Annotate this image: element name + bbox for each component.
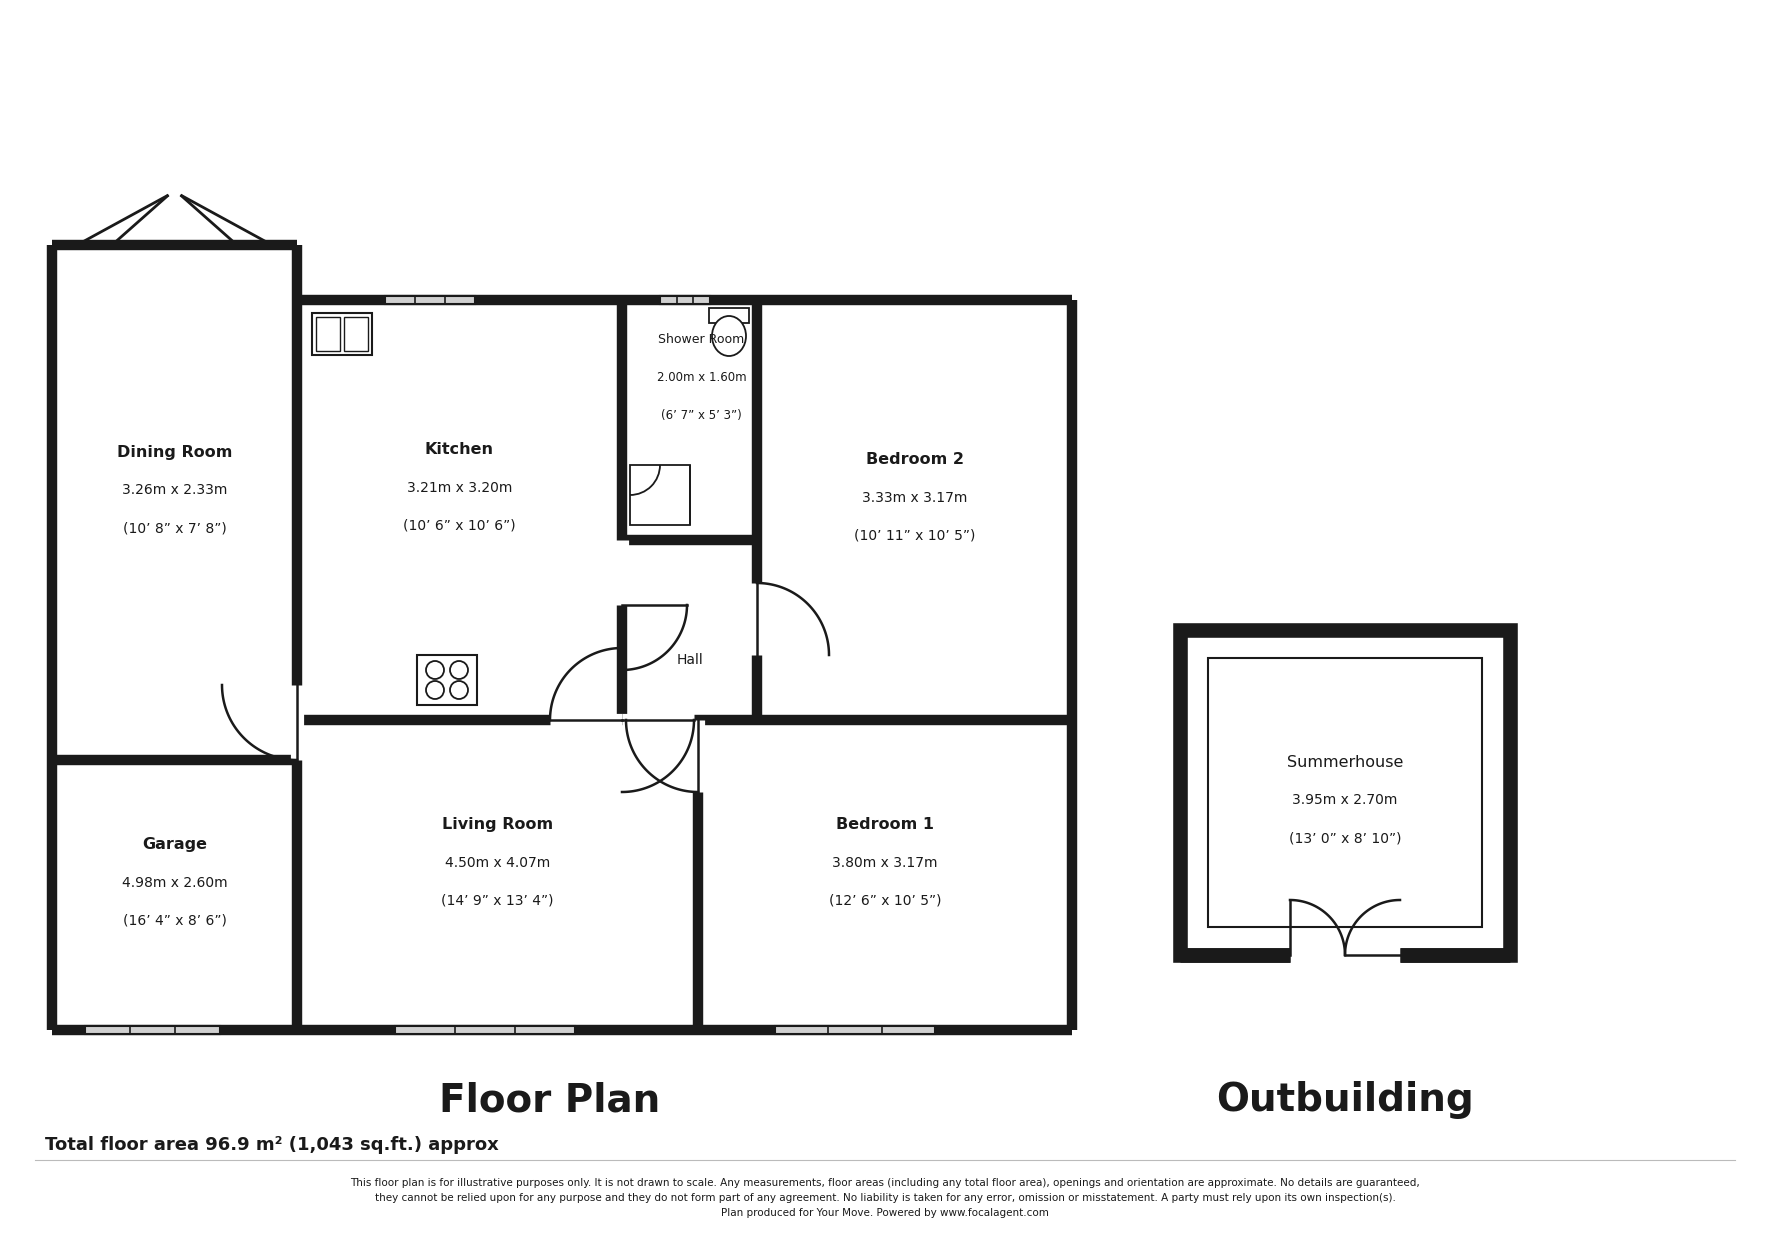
Bar [315, 317, 340, 351]
Text: Garage: Garage [142, 837, 207, 853]
Text: Living Room: Living Room [443, 817, 553, 832]
Text: (16’ 4” x 8’ 6”): (16’ 4” x 8’ 6”) [122, 914, 227, 928]
Bar [708, 308, 749, 322]
Text: Bedroom 2: Bedroom 2 [866, 453, 963, 467]
Text: 2.00m x 1.60m: 2.00m x 1.60m [657, 372, 746, 384]
Bar [698, 720, 1071, 1030]
Bar [395, 1025, 576, 1034]
Text: (12’ 6” x 10’ 5”): (12’ 6” x 10’ 5”) [829, 894, 940, 908]
Text: (10’ 11” x 10’ 5”): (10’ 11” x 10’ 5”) [854, 529, 976, 543]
Bar [51, 246, 298, 760]
Bar [1179, 630, 1511, 955]
Text: 4.50m x 4.07m: 4.50m x 4.07m [445, 856, 551, 870]
Bar [51, 760, 298, 1030]
Text: 3.80m x 3.17m: 3.80m x 3.17m [832, 856, 939, 870]
Text: 3.21m x 3.20m: 3.21m x 3.20m [407, 481, 512, 495]
Bar [384, 296, 475, 304]
Bar [85, 1025, 220, 1034]
Bar [298, 300, 622, 720]
Text: 4.98m x 2.60m: 4.98m x 2.60m [122, 875, 227, 890]
Ellipse shape [712, 316, 746, 356]
Text: Kitchen: Kitchen [425, 443, 494, 458]
Text: Total floor area 96.9 m² (1,043 sq.ft.) approx: Total floor area 96.9 m² (1,043 sq.ft.) … [44, 1136, 499, 1154]
Text: Dining Room: Dining Room [117, 445, 232, 460]
Text: Outbuilding: Outbuilding [1217, 1081, 1473, 1118]
Bar [416, 655, 476, 706]
Text: Bedroom 1: Bedroom 1 [836, 817, 933, 832]
Bar [622, 539, 756, 720]
Bar [756, 300, 1071, 720]
Bar [630, 465, 691, 525]
Text: Summerhouse: Summerhouse [1288, 755, 1403, 770]
Bar [776, 1025, 935, 1034]
Text: (13’ 0” x 8’ 10”): (13’ 0” x 8’ 10”) [1289, 832, 1401, 846]
Text: (10’ 6” x 10’ 6”): (10’ 6” x 10’ 6”) [404, 520, 515, 533]
Text: (10’ 8” x 7’ 8”): (10’ 8” x 7’ 8”) [122, 522, 227, 536]
Text: 3.33m x 3.17m: 3.33m x 3.17m [862, 491, 967, 505]
Bar [622, 300, 756, 539]
Text: Hall: Hall [677, 653, 703, 667]
Text: (14’ 9” x 13’ 4”): (14’ 9” x 13’ 4”) [441, 894, 554, 908]
Bar [1208, 658, 1482, 928]
Bar [344, 317, 368, 351]
Bar [298, 720, 698, 1030]
Text: Floor Plan: Floor Plan [439, 1081, 661, 1118]
Text: This floor plan is for illustrative purposes only. It is not drawn to scale. Any: This floor plan is for illustrative purp… [351, 1178, 1420, 1218]
Bar [312, 312, 372, 355]
Text: (6’ 7” x 5’ 3”): (6’ 7” x 5’ 3”) [661, 409, 742, 423]
Text: 3.95m x 2.70m: 3.95m x 2.70m [1293, 794, 1397, 807]
Bar [661, 296, 710, 304]
Text: Shower Room: Shower Room [659, 334, 744, 346]
Text: 3.26m x 2.33m: 3.26m x 2.33m [122, 484, 227, 497]
